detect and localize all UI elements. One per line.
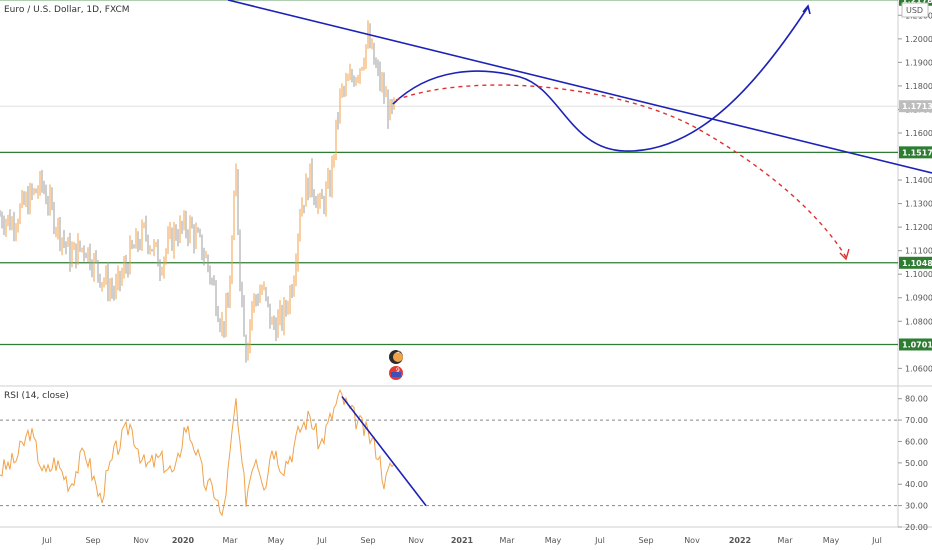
time-axis-label: Mar xyxy=(222,536,238,545)
price-badge-label: 1.15177 xyxy=(902,148,932,157)
price-tick-label: 1.09000 xyxy=(905,294,932,303)
rsi-title: RSI (14, close) xyxy=(4,391,69,401)
time-axis-label: Sep xyxy=(638,536,653,545)
price-tick-label: 1.14000 xyxy=(905,176,932,185)
price-tick-label: 1.13000 xyxy=(905,200,932,209)
time-axis-label: Mar xyxy=(777,536,793,545)
rsi-tick-label: 50.00 xyxy=(905,459,928,468)
earnings-icon[interactable]: 3 xyxy=(389,348,403,364)
descending-trendline[interactable] xyxy=(227,0,932,174)
price-badge xyxy=(899,146,932,159)
price-badge xyxy=(899,338,932,351)
rsi-tick-label: 20.00 xyxy=(905,523,928,532)
bullish-projection-curve[interactable] xyxy=(392,6,809,152)
price-tick-label: 1.08000 xyxy=(905,317,932,326)
time-axis-label: 2020 xyxy=(172,536,195,545)
arrow-head-icon xyxy=(839,248,850,261)
rsi-axis-ticks: 80.00 70.00 60.00 50.00 40.00 30.00 20.00 xyxy=(898,395,928,532)
time-axis-label: 2021 xyxy=(451,536,474,545)
price-tick-label: 1.20000 xyxy=(905,35,932,44)
time-axis-label: Jul xyxy=(316,536,327,545)
rsi-tick-label: 80.00 xyxy=(905,395,928,404)
rsi-layer xyxy=(0,388,898,517)
price-badge-label: 1.07014 xyxy=(902,340,932,349)
price-tick-label: 1.19000 xyxy=(905,58,932,67)
dividend-icon-label: 9 xyxy=(396,367,400,374)
rsi-tick-label: 30.00 xyxy=(905,502,928,511)
chart-title: Euro / U.S. Dollar, 1D, FXCM xyxy=(4,5,130,15)
price-axis-badges: 1.21789 1.17138 1.15177 1.10485 1.07014 xyxy=(899,0,932,351)
time-axis-label: Nov xyxy=(684,536,700,545)
currency-label[interactable]: USD xyxy=(906,6,923,15)
rsi-tick-label: 60.00 xyxy=(905,437,928,446)
time-axis-label: Jul xyxy=(871,536,882,545)
time-axis-label: Nov xyxy=(133,536,149,545)
drawings-layer xyxy=(227,0,932,261)
price-candles xyxy=(0,20,395,363)
price-tick-label: 1.06000 xyxy=(905,364,932,373)
dividend-icon[interactable]: 9 xyxy=(389,366,403,380)
horizontal-levels xyxy=(0,0,898,346)
bearish-projection-curve[interactable] xyxy=(395,84,847,258)
price-badge xyxy=(899,100,932,113)
time-axis-label: May xyxy=(823,536,840,545)
price-tick-label: 1.12000 xyxy=(905,223,932,232)
time-axis-label: Sep xyxy=(360,536,375,545)
rsi-trendline[interactable] xyxy=(341,396,427,507)
price-tick-label: 1.11000 xyxy=(905,247,932,256)
rsi-line xyxy=(0,388,395,517)
price-badge-label: 1.21789 xyxy=(902,0,932,5)
price-panel[interactable] xyxy=(0,0,932,386)
time-axis-label: Jul xyxy=(41,536,52,545)
time-axis-label: Sep xyxy=(85,536,100,545)
time-axis-label: Mar xyxy=(499,536,515,545)
price-badge-label: 1.10485 xyxy=(902,259,932,268)
price-tick-label: 1.18000 xyxy=(905,82,932,91)
earnings-icon-label: 3 xyxy=(396,348,400,355)
time-axis-labels: Jul Sep Nov 2020 Mar May Jul Sep Nov 2021 Mar May Ju… xyxy=(41,536,882,545)
arrow-head-icon xyxy=(802,4,811,15)
price-badge-label: 1.17138 xyxy=(902,102,932,111)
rsi-tick-label: 70.00 xyxy=(905,416,928,425)
time-axis-label: May xyxy=(268,536,285,545)
price-tick-label: 1.10000 xyxy=(905,270,932,279)
price-tick-label: 1.16000 xyxy=(905,129,932,138)
time-axis-label: Jul xyxy=(594,536,605,545)
time-axis-label: 2022 xyxy=(729,536,751,545)
rsi-tick-label: 40.00 xyxy=(905,480,928,489)
price-badge xyxy=(899,256,932,269)
time-axis-label: May xyxy=(545,536,562,545)
time-axis-label: Nov xyxy=(408,536,424,545)
currency-box[interactable] xyxy=(901,2,929,18)
